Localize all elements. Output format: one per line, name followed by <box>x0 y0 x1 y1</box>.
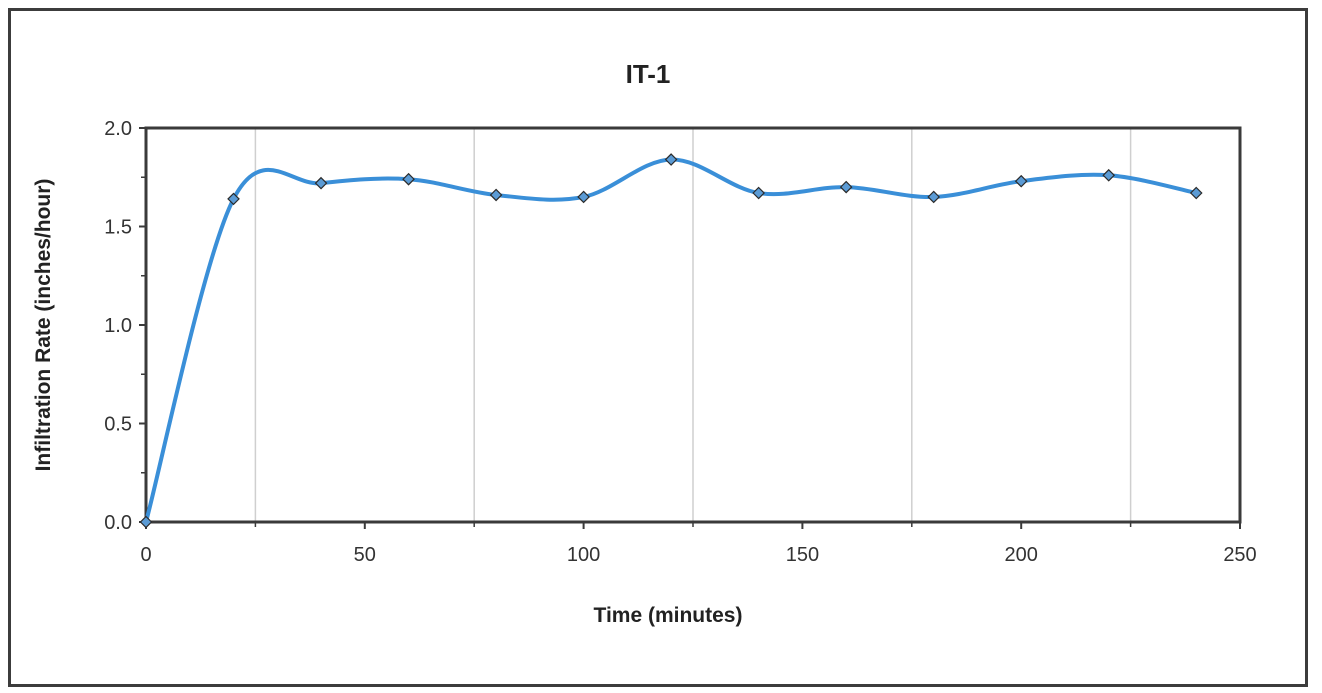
chart-title: IT-1 <box>626 59 671 89</box>
data-point <box>927 190 941 204</box>
y-tick-label: 1.0 <box>104 315 132 337</box>
grid-lines <box>254 128 1132 522</box>
series-line <box>144 157 1197 523</box>
x-tick-label: 0 <box>140 544 151 566</box>
y-tick-label: 1.5 <box>104 217 132 239</box>
data-point <box>227 192 240 206</box>
axis-ticks: 0 50 100 150 200 250 0.0 0.5 1.0 1.5 2.0 <box>104 118 1257 566</box>
x-tick-label: 100 <box>567 544 600 566</box>
data-point <box>314 176 328 190</box>
x-tick-label: 150 <box>786 544 819 566</box>
data-point <box>752 186 765 200</box>
data-point <box>577 190 590 204</box>
data-point <box>664 153 678 166</box>
y-tick-label: 0.5 <box>104 414 132 436</box>
data-point <box>139 515 153 529</box>
data-point <box>489 188 503 202</box>
data-point <box>1014 174 1028 188</box>
data-point <box>1189 186 1203 200</box>
x-tick-label: 50 <box>354 544 376 566</box>
chart-frame <box>8 8 1308 687</box>
y-axis-title: Infiltration Rate (inches/hour) <box>32 179 55 472</box>
data-point <box>1102 168 1116 182</box>
data-point <box>839 180 853 194</box>
y-tick-label: 0.0 <box>104 512 132 534</box>
series-layer <box>139 153 1203 529</box>
x-tick-label: 200 <box>1005 544 1038 566</box>
x-axis-title: Time (minutes) <box>594 604 743 627</box>
y-tick-label: 2.0 <box>104 118 132 140</box>
data-point <box>402 172 415 186</box>
x-tick-label: 250 <box>1223 544 1256 566</box>
